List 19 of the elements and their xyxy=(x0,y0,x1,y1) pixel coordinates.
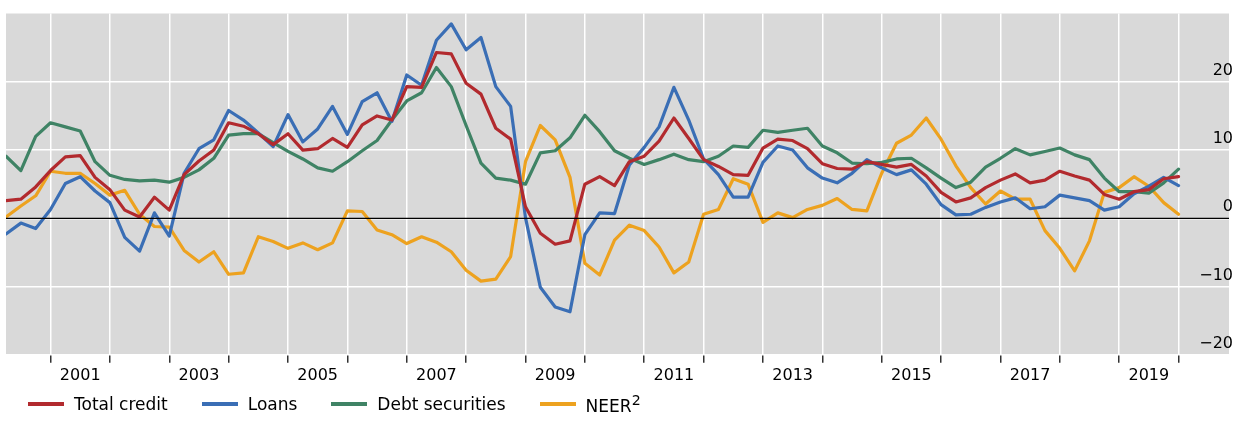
y-tick-label: 20 xyxy=(1212,60,1233,79)
legend-label: Total credit xyxy=(74,394,168,414)
x-tick-label: 2013 xyxy=(772,364,813,384)
x-tick-label: 2007 xyxy=(416,364,457,384)
y-tick-label: 0 xyxy=(1222,196,1233,216)
x-tick-label: 2005 xyxy=(297,364,339,384)
x-tick-label: 2015 xyxy=(891,364,932,384)
x-tick-label: 2009 xyxy=(534,364,576,384)
x-tick-label: 2001 xyxy=(59,364,101,384)
y-tick-label: −20 xyxy=(1199,332,1233,352)
x-tick-label: 2003 xyxy=(178,364,220,384)
legend-label: Loans xyxy=(247,394,298,414)
x-tick-label: 2019 xyxy=(1128,364,1170,384)
legend-label: NEER$^{2}$ xyxy=(585,392,641,416)
x-tick-label: 2017 xyxy=(1009,364,1051,384)
legend-label: Debt securities xyxy=(377,394,506,414)
x-tick-label: 2011 xyxy=(653,364,695,384)
y-tick-label: 10 xyxy=(1212,128,1233,148)
y-tick-label: −10 xyxy=(1199,264,1233,284)
